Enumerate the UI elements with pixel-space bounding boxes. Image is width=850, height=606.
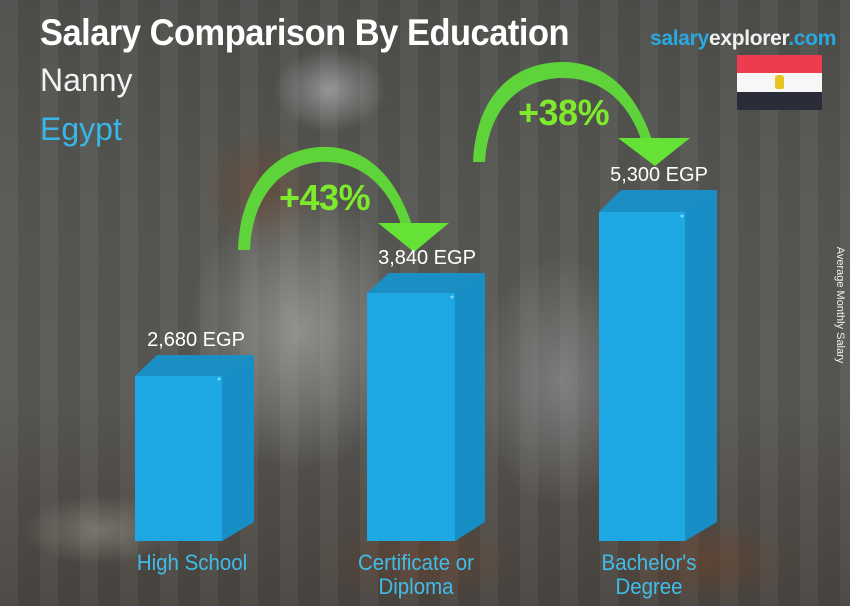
job-title: Nanny <box>40 62 133 98</box>
bar-value-certificate-diploma: 3,840 EGP <box>378 247 476 269</box>
category-label-bachelors-degree: Bachelor's Degree <box>575 551 724 599</box>
flag-red-stripe <box>737 55 822 74</box>
bar-certificate-diploma[interactable] <box>367 273 485 541</box>
country-name: Egypt <box>40 111 122 147</box>
chart-title: Salary Comparison By Education <box>40 12 570 53</box>
category-label-line2: Diploma <box>378 574 454 599</box>
category-label-line1: Certificate or <box>358 550 474 575</box>
brand-logo[interactable]: salaryexplorer.com <box>650 27 836 51</box>
brand-part-explorer: explorer <box>708 27 789 50</box>
category-label-certificate-diploma: Certificate or Diploma <box>342 551 491 599</box>
category-label-line1: Bachelor's <box>601 550 697 575</box>
egypt-flag-icon <box>737 55 822 110</box>
flag-white-stripe <box>737 73 822 92</box>
flag-black-stripe <box>737 91 822 110</box>
increase-label-2: +38% <box>518 92 610 133</box>
increase-arrow-2-icon <box>473 61 690 166</box>
category-label-line2: Degree <box>615 574 683 599</box>
bar-value-high-school: 2,680 EGP <box>147 329 245 351</box>
category-label-high-school: High School <box>118 551 267 575</box>
eagle-emblem-icon <box>775 75 784 90</box>
increase-label-1: +43% <box>279 177 371 218</box>
bar-value-bachelors-degree: 5,300 EGP <box>610 164 708 186</box>
increase-arrow-1-icon <box>238 146 449 252</box>
brand-part-salary: salary <box>650 27 709 50</box>
bar-bachelors-degree[interactable] <box>599 190 717 541</box>
brand-part-com: .com <box>788 27 837 50</box>
bar-high-school[interactable] <box>135 355 254 541</box>
category-label-line1: High School <box>136 550 248 575</box>
